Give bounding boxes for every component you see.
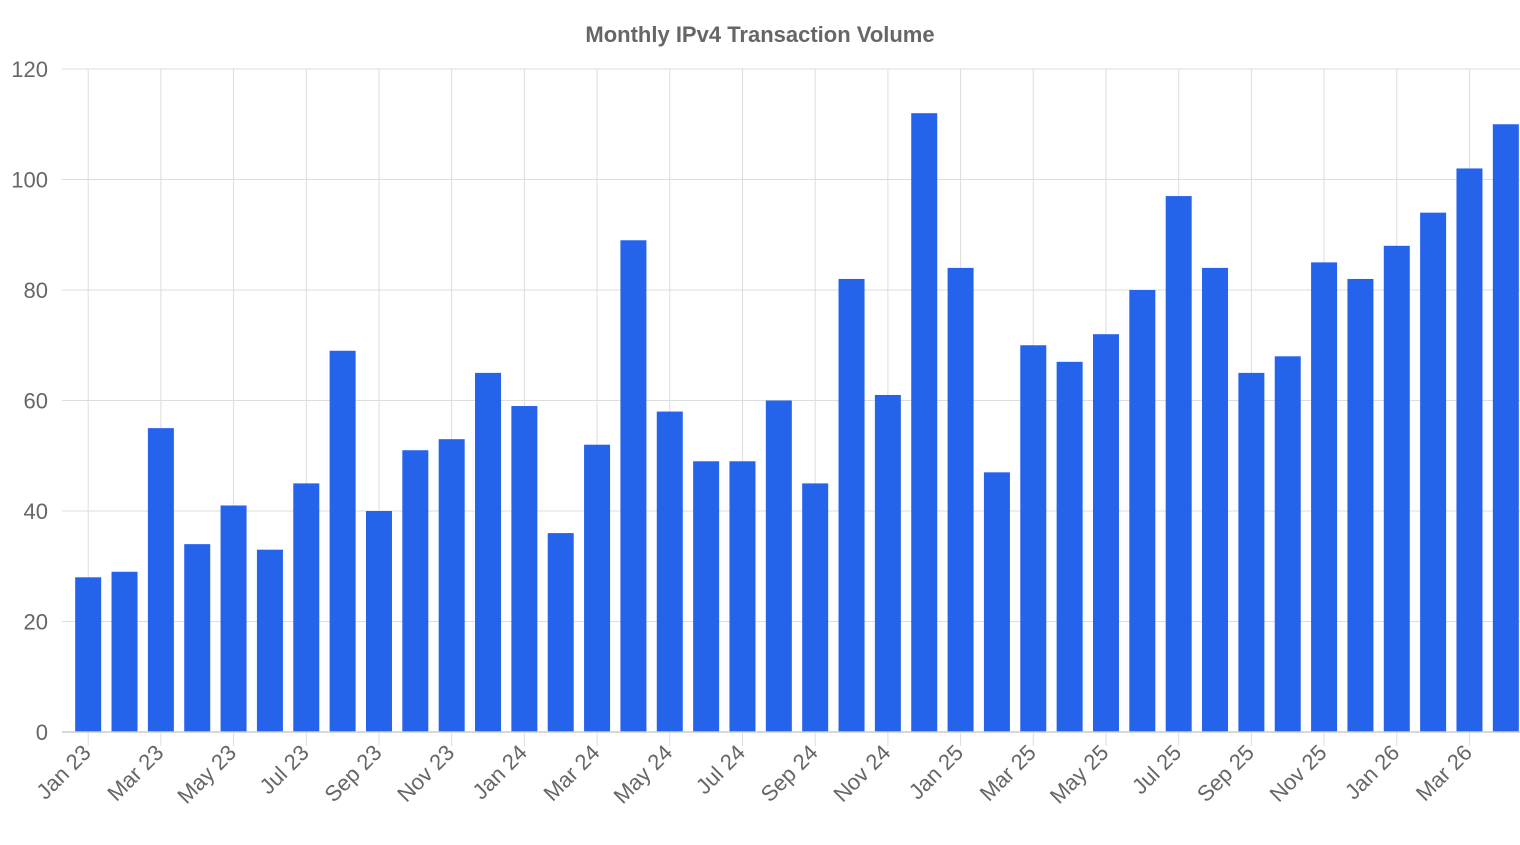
bars-layer [75, 113, 1519, 733]
bar [220, 505, 247, 732]
bar [1383, 245, 1410, 733]
bar [1420, 212, 1447, 732]
bar [111, 571, 138, 732]
x-tick-label: May 23 [172, 740, 241, 809]
x-tick-label: Sep 24 [756, 740, 823, 807]
x-tick-label: Nov 23 [392, 740, 459, 807]
x-tick-label: May 25 [1045, 740, 1114, 809]
x-tick-labels: Jan 23 Mar 23 May 23 Jul 23 Sep 23 Nov 23 Jan … [31, 740, 1477, 809]
x-tick-label: Jan 23 [31, 740, 95, 804]
bar [75, 577, 102, 732]
bar [620, 240, 647, 732]
bar [511, 406, 538, 732]
bar [1092, 334, 1119, 732]
y-tick-label: 80 [24, 278, 48, 303]
y-tick-label: 60 [24, 389, 48, 414]
bar [1129, 290, 1156, 732]
bar [656, 411, 683, 732]
x-tick-label: Sep 23 [320, 740, 387, 807]
bar [1311, 262, 1338, 732]
y-tick-label: 100 [11, 168, 48, 193]
bar [693, 461, 720, 732]
bar [911, 113, 938, 732]
chart-title: Monthly IPv4 Transaction Volume [585, 22, 934, 47]
bar [1238, 372, 1265, 732]
bar [1020, 345, 1047, 732]
x-tick-label: May 24 [609, 740, 678, 809]
bar [256, 549, 283, 732]
bar [402, 450, 429, 732]
x-tick-label: Mar 25 [975, 740, 1041, 806]
y-tick-label: 40 [24, 499, 48, 524]
x-tick-label: Mar 23 [102, 740, 168, 806]
y-tick-label: 120 [11, 57, 48, 82]
bar [802, 483, 829, 732]
bar [438, 439, 465, 732]
bar [874, 394, 901, 732]
y-tick-label: 0 [36, 720, 48, 745]
x-tick-label: Nov 25 [1265, 740, 1332, 807]
x-tick-label: Mar 26 [1411, 740, 1477, 806]
x-tick-label: Jan 25 [904, 740, 968, 804]
bar [1165, 196, 1192, 732]
x-tick-label: Jan 24 [468, 740, 532, 804]
bar [584, 444, 611, 732]
bar [1492, 124, 1519, 732]
y-tick-labels: 0 20 40 60 80 100 120 [11, 57, 48, 745]
x-tick-label: Mar 24 [539, 740, 605, 806]
bar [1347, 278, 1374, 732]
bar [1274, 356, 1301, 732]
x-tick-label: Sep 25 [1192, 740, 1259, 807]
bar [983, 472, 1010, 732]
bar [1456, 168, 1483, 732]
bar [1056, 361, 1083, 732]
x-tick-label: Jul 25 [1127, 740, 1186, 799]
bar [329, 350, 356, 732]
bar [184, 544, 211, 732]
bar [365, 511, 392, 732]
bar [1202, 267, 1229, 732]
x-tick-label: Jul 24 [691, 740, 750, 799]
x-tick-label: Nov 24 [828, 740, 895, 807]
bar [729, 461, 756, 732]
bar [293, 483, 320, 732]
bar [765, 400, 792, 732]
x-tick-label: Jul 23 [255, 740, 314, 799]
bar [838, 278, 865, 732]
bar [547, 533, 574, 732]
y-tick-label: 20 [24, 610, 48, 635]
bar [475, 372, 502, 732]
bar [947, 267, 974, 732]
bar [147, 428, 174, 732]
x-tick-label: Jan 26 [1340, 740, 1404, 804]
